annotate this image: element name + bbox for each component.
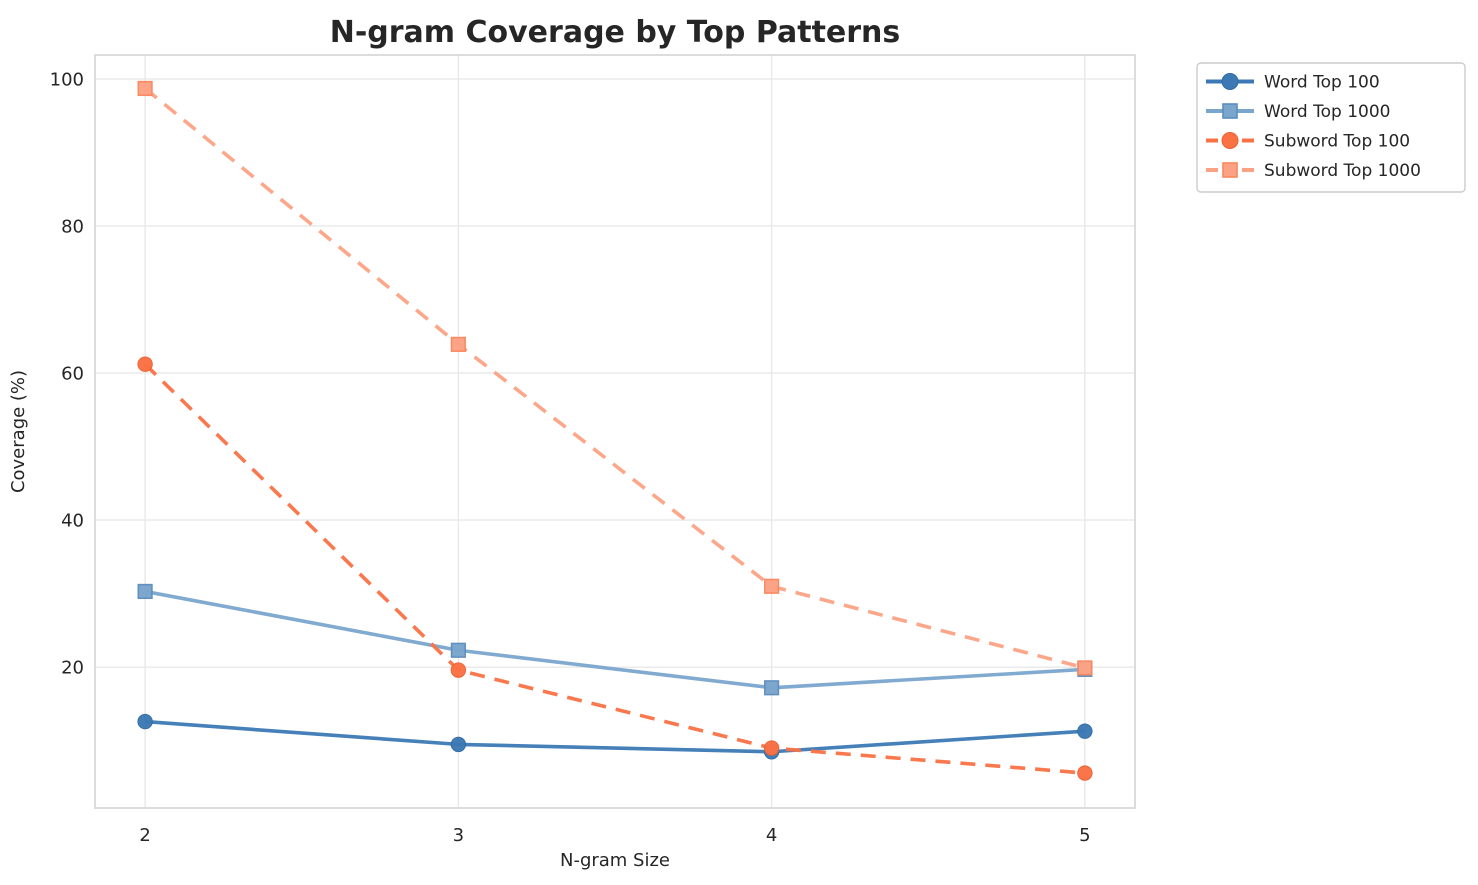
x-axis-label: N-gram Size	[560, 850, 670, 871]
x-tick-label: 2	[139, 825, 150, 846]
legend-item-subword-top-1000: Subword Top 1000	[1206, 161, 1421, 181]
x-tick-label: 4	[766, 825, 777, 846]
legend-marker-square	[1222, 162, 1238, 178]
legend-marker-circle	[1221, 73, 1239, 90]
marker-circle-word-top-100	[137, 713, 153, 730]
marker-square-subword-top-1000	[450, 336, 466, 352]
chart-title: N-gram Coverage by Top Patterns	[330, 15, 901, 50]
marker-circle-word-top-100	[1077, 723, 1093, 739]
marker-circle-word-top-100	[450, 736, 467, 753]
marker-square-word-top-1000	[137, 583, 153, 600]
x-tick-label: 3	[453, 825, 464, 846]
legend-item-subword-top-100: Subword Top 100	[1206, 132, 1410, 152]
y-tick-label: 100	[50, 69, 84, 90]
marker-circle-subword-top-100	[450, 662, 467, 678]
legend: Word Top 100 Word Top 1000 Subword Top 100…	[1196, 62, 1466, 193]
marker-square-subword-top-1000	[764, 578, 780, 594]
legend-label: Word Top 100	[1264, 73, 1380, 93]
marker-square-subword-top-1000	[1077, 660, 1093, 676]
marker-circle-subword-top-100	[137, 356, 153, 372]
x-tick-label: 5	[1079, 825, 1090, 846]
legend-item-word-top-1000: Word Top 1000	[1206, 102, 1390, 122]
y-tick-label: 60	[61, 364, 84, 385]
legend-label: Subword Top 1000	[1264, 161, 1421, 181]
y-axis-label: Coverage (%)	[8, 370, 29, 493]
plot-border	[94, 54, 1136, 809]
marker-square-word-top-1000	[450, 642, 466, 658]
legend-item-word-top-100: Word Top 100	[1206, 73, 1380, 93]
series-line-word-top-100	[144, 719, 1085, 754]
marker-square-subword-top-1000	[137, 80, 153, 97]
y-tick-label: 40	[61, 511, 84, 532]
marker-circle-subword-top-100	[763, 740, 780, 756]
series-line-subword-top-100	[143, 362, 1086, 775]
legend-label: Word Top 1000	[1264, 102, 1390, 122]
legend-marker-circle	[1221, 132, 1239, 149]
y-tick-label: 20	[61, 658, 84, 679]
series-line-word-top-1000	[144, 589, 1085, 690]
marker-circle-subword-top-100	[1077, 765, 1093, 781]
y-tick-label: 80	[61, 216, 84, 237]
legend-box	[1196, 62, 1466, 193]
legend-marker-square	[1222, 103, 1238, 119]
series-line-subword-top-1000	[143, 87, 1086, 670]
legend-label: Subword Top 100	[1264, 132, 1410, 152]
marker-square-word-top-1000	[764, 680, 780, 696]
